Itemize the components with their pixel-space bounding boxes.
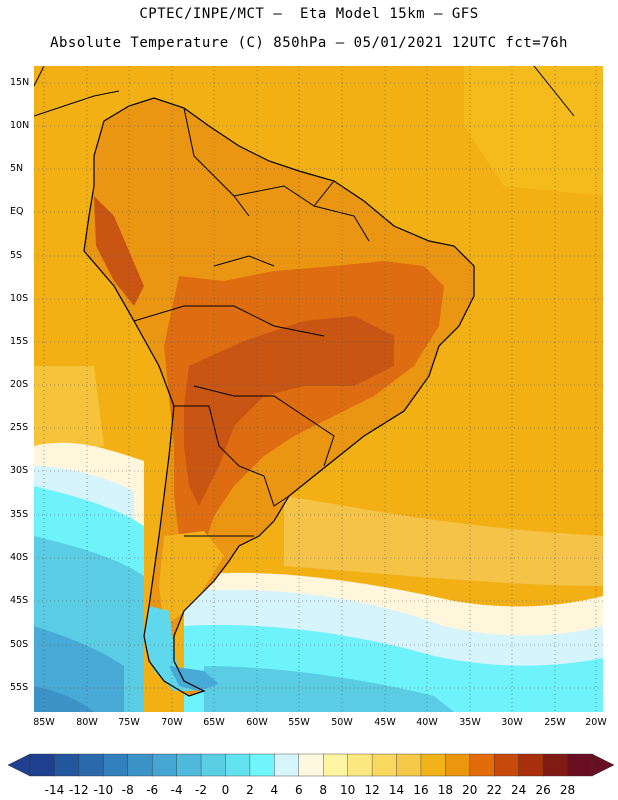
lat-label: 15S	[10, 336, 29, 347]
colorbar-swatch	[518, 753, 544, 777]
colorbar-tick-label: 6	[294, 783, 303, 797]
colorbar-swatch	[445, 753, 471, 777]
lon-label: 75W	[118, 717, 140, 728]
lon-label: 85W	[33, 717, 55, 728]
colorbar-tick-label: -12	[69, 783, 89, 797]
map-svg	[34, 66, 603, 712]
colorbar-tick-label: 4	[270, 783, 279, 797]
colorbar-tick-label: -8	[121, 783, 134, 797]
hot-core	[184, 316, 394, 506]
lon-label: 80W	[76, 717, 98, 728]
colorbar-swatch	[127, 753, 153, 777]
lat-label: 10S	[10, 293, 29, 304]
colorbar-tick-label: 12	[364, 783, 380, 797]
patagonia-cool	[159, 531, 224, 626]
atlantic-warm-tongue	[284, 496, 603, 586]
lat-label: 30S	[10, 465, 29, 476]
cool-band-6	[34, 686, 94, 712]
colorbar-tick-label: 0	[221, 783, 230, 797]
map-grid	[34, 66, 603, 712]
colorbar-swatch	[176, 753, 202, 777]
lat-label: 10N	[10, 120, 30, 131]
lat-label: 5S	[10, 250, 23, 261]
colorbar-tick-label: 10	[340, 783, 356, 797]
lat-label: 20S	[10, 379, 29, 390]
colorbar-swatch	[494, 753, 520, 777]
colorbar-max-arrow	[591, 753, 615, 777]
lon-label: 60W	[246, 717, 268, 728]
lon-label: 35W	[459, 717, 481, 728]
title-line-1: CPTEC/INPE/MCT – Eta Model 15km – GFS	[139, 6, 479, 22]
andes-heat	[94, 196, 144, 306]
lat-label: 25S	[10, 422, 29, 433]
colorbar-tick-label: 22	[486, 783, 502, 797]
colorbar-tick-label: 28	[559, 783, 576, 797]
borders	[83, 97, 475, 697]
colorbar-tick-label: 18	[437, 783, 454, 797]
colorbar-swatch	[298, 753, 324, 777]
colorbar-tick-label: -2	[195, 783, 208, 797]
colorbar-tick-label: 26	[535, 783, 551, 797]
north-atlantic-band	[464, 66, 603, 196]
colorbar-swatch	[469, 753, 495, 777]
colorbar-tick-label: -6	[146, 783, 159, 797]
colorbar-tick-label: 14	[388, 783, 405, 797]
lon-label: 55W	[288, 717, 310, 728]
colorbar-tick-label: -10	[93, 783, 114, 797]
colorbar-swatch	[103, 753, 129, 777]
lon-label: 30W	[501, 717, 523, 728]
lat-label: 45S	[10, 595, 29, 606]
colorbar-swatch	[347, 753, 373, 777]
lat-label: 5N	[10, 163, 24, 174]
lon-label: 45W	[374, 717, 396, 728]
colorbar-swatch	[54, 753, 80, 777]
colorbar-swatch	[249, 753, 276, 777]
colorbar-tick-label: -4	[170, 783, 183, 797]
lon-label: 70W	[161, 717, 183, 728]
patagonia-cold	[144, 606, 194, 691]
colorbar-swatch	[225, 753, 251, 777]
colorbar	[7, 752, 618, 798]
colorbar-tick-label: 20	[462, 783, 478, 797]
colorbar-svg	[7, 753, 615, 777]
lat-label: EQ	[10, 206, 24, 217]
colorbar-min-arrow	[7, 753, 31, 777]
title-line-2: Absolute Temperature (C) 850hPa – 05/01/…	[50, 35, 568, 51]
colorbar-swatch	[200, 753, 227, 777]
cool-band-5	[34, 626, 124, 712]
colorbar-swatch	[151, 753, 178, 777]
colorbar-swatch	[420, 753, 447, 777]
pacific-band	[34, 366, 104, 456]
colorbar-tick-label: 8	[319, 783, 328, 797]
colorbar-tick-label: 2	[246, 783, 254, 797]
colorbar-swatch	[396, 753, 422, 777]
lon-label: 40W	[416, 717, 438, 728]
temperature-map	[34, 66, 603, 712]
colorbar-swatch	[274, 753, 300, 777]
colorbar-swatch	[323, 753, 349, 777]
colorbar-tick-label: -14	[44, 783, 65, 797]
lat-label: 15N	[10, 77, 30, 88]
colorbar-swatch	[542, 753, 569, 777]
colorbar-swatch	[371, 753, 398, 777]
lon-label: 50W	[331, 717, 353, 728]
caribbean-coast	[34, 66, 575, 117]
lat-label: 40S	[10, 552, 29, 563]
tierra-del-fuego	[169, 666, 219, 691]
colorbar-swatch	[567, 753, 593, 777]
lon-label: 65W	[203, 717, 225, 728]
colorbar-swatch	[78, 753, 105, 777]
colorbar-tick-label: 24	[511, 783, 527, 797]
lat-label: 50S	[10, 639, 29, 650]
lon-label: 25W	[544, 717, 566, 728]
atlantic-cool-4	[204, 666, 454, 712]
lon-label: 20W	[585, 717, 607, 728]
lat-label: 35S	[10, 509, 29, 520]
colorbar-tick-label: 16	[413, 783, 429, 797]
colorbar-swatch	[29, 753, 56, 777]
lat-label: 55S	[10, 682, 29, 693]
